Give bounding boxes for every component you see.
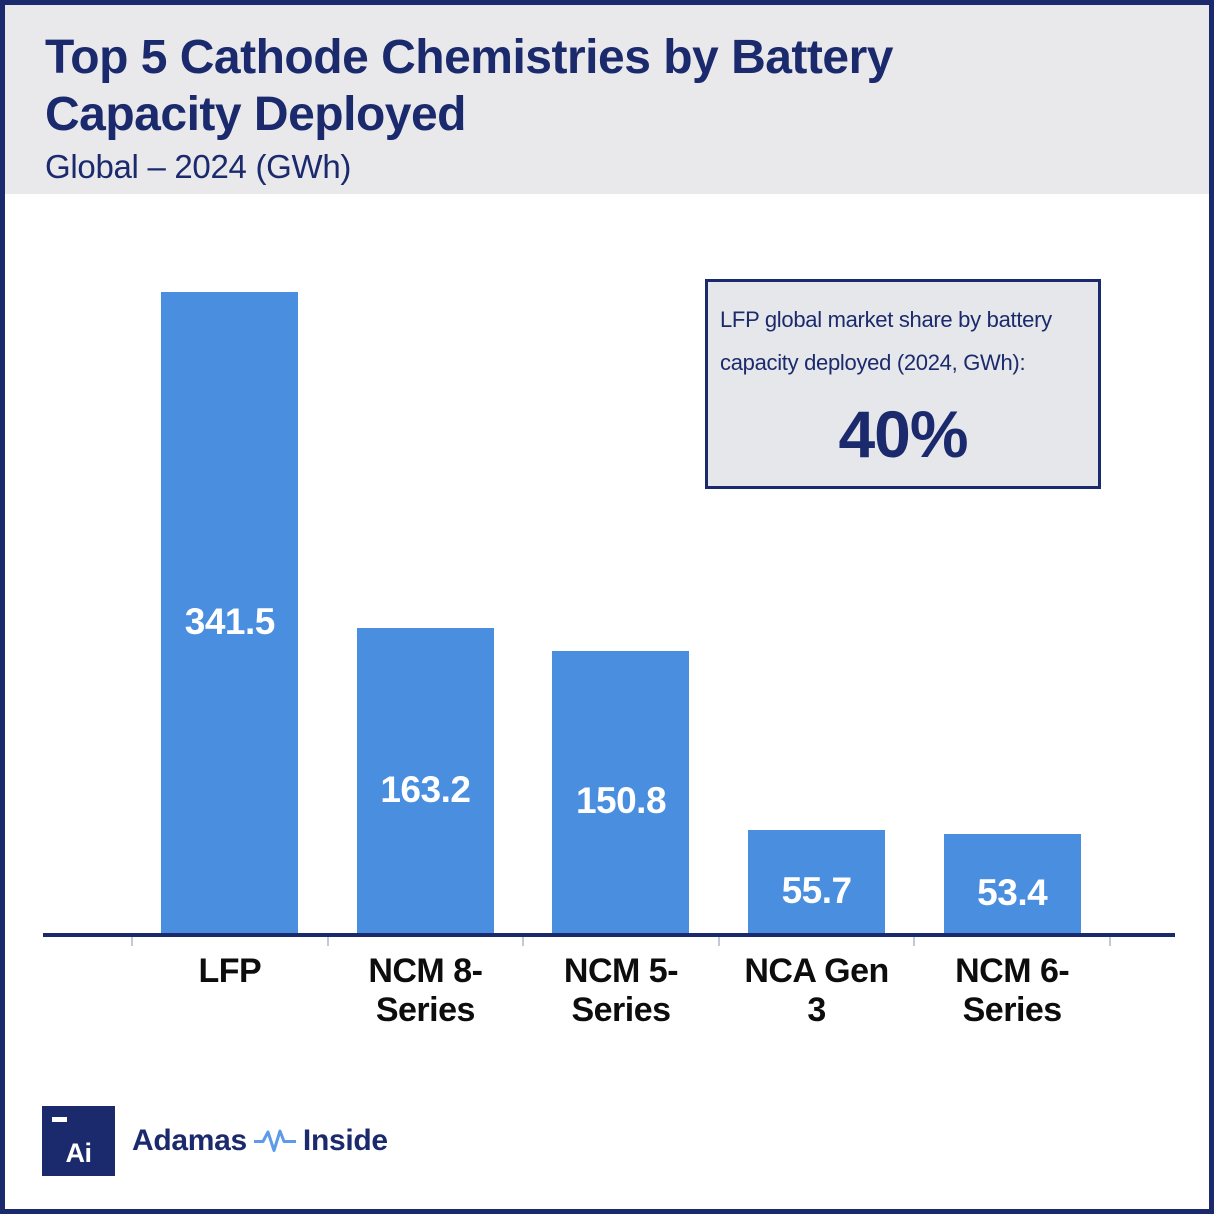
chart-title: Top 5 Cathode Chemistries by Battery Cap… bbox=[45, 29, 1169, 143]
callout-text-line1: LFP global market share by battery bbox=[720, 307, 1052, 332]
chart-title-line2: Capacity Deployed bbox=[45, 88, 466, 141]
axis-tick bbox=[913, 937, 915, 946]
brand-name: Adamas Inside bbox=[132, 1124, 388, 1158]
category-label-lfp: LFP bbox=[198, 952, 262, 990]
logo-ai-text: Ai bbox=[65, 1138, 93, 1168]
bar-ncm-8-series: 163.2 bbox=[356, 628, 494, 935]
axis-tick bbox=[131, 937, 133, 946]
bar-column-ncm-6-series: 53.4 bbox=[914, 292, 1110, 935]
bar-value-label: 150.8 bbox=[575, 780, 667, 821]
category-label-ncm-5-series: NCM 5-Series bbox=[563, 952, 679, 1029]
x-axis-ticks bbox=[131, 937, 1111, 947]
bar-value-label: 53.4 bbox=[977, 871, 1048, 913]
bar-value-label: 341.5 bbox=[184, 600, 276, 642]
category-label-ncm-8-series: NCM 8-Series bbox=[368, 952, 483, 1029]
bar-ncm-5-series: 150.8 bbox=[552, 651, 690, 935]
callout-value: 40% bbox=[838, 397, 968, 471]
heartbeat-pulse-icon bbox=[253, 1129, 296, 1152]
bar-value-label: 55.7 bbox=[781, 869, 853, 911]
chart-subtitle: Global – 2024 (GWh) bbox=[45, 148, 352, 185]
bar-value-label: 163.2 bbox=[380, 768, 471, 810]
x-axis-line bbox=[43, 933, 1175, 937]
bar-column-lfp: 341.5 bbox=[132, 292, 328, 935]
category-label-nca-gen-3: NCA Gen 3 bbox=[744, 952, 889, 1029]
brand-name-right: Inside bbox=[302, 1124, 388, 1157]
brand-name-left: Adamas bbox=[132, 1124, 247, 1157]
axis-tick bbox=[522, 937, 524, 946]
axis-tick bbox=[327, 937, 329, 946]
plot-area: 341.5 163.2 150.8 55.7 53.4 bbox=[132, 292, 1110, 935]
callout-box: LFP global market share by battery capac… bbox=[705, 279, 1101, 489]
chart-title-line1: Top 5 Cathode Chemistries by Battery bbox=[45, 31, 893, 84]
chart-header: Top 5 Cathode Chemistries by Battery Cap… bbox=[5, 5, 1209, 194]
bar-column-ncm-5-series: 150.8 bbox=[523, 292, 719, 935]
bar-nca-gen-3: 55.7 bbox=[748, 830, 886, 935]
bar-ncm-6-series: 53.4 bbox=[943, 834, 1081, 935]
bar-lfp: 341.5 bbox=[161, 292, 299, 935]
logo-dash-icon bbox=[52, 1117, 67, 1122]
axis-tick bbox=[718, 937, 720, 946]
brand-footer: Ai Adamas Inside bbox=[42, 1106, 388, 1176]
category-labels: LFP NCM 8-Series NCM 5-Series NCA Gen 3 NCM … bbox=[132, 952, 1110, 1030]
category-label-ncm-6-series: NCM 6-Series bbox=[955, 952, 1070, 1029]
callout-text-line2: capacity deployed (2024, GWh): bbox=[720, 350, 1026, 375]
bar-column-nca-gen-3: 55.7 bbox=[719, 292, 915, 935]
axis-tick bbox=[1109, 937, 1111, 946]
adamas-logo: Ai bbox=[42, 1106, 115, 1176]
bar-column-ncm-8-series: 163.2 bbox=[328, 292, 524, 935]
